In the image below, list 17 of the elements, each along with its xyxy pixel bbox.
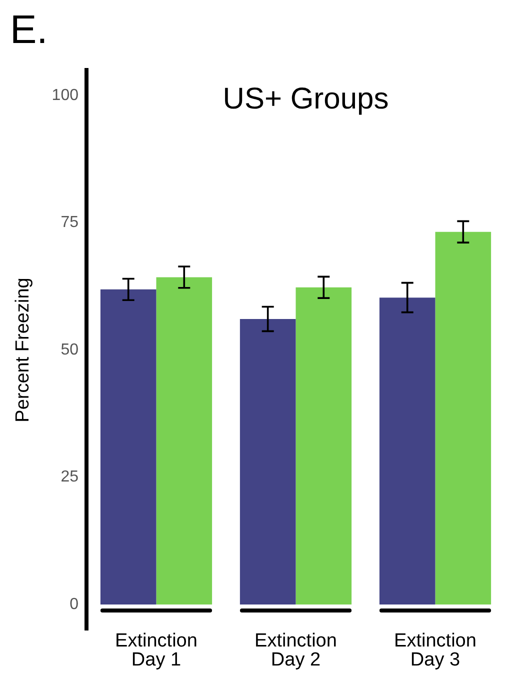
y-tick-label: 50: [60, 341, 79, 358]
y-axis-title: Percent Freezing: [12, 278, 34, 422]
y-tick-label: 25: [60, 468, 79, 486]
y-tick-label: 100: [52, 86, 79, 104]
bar: [240, 318, 296, 605]
x-tick-label: Extinction Day 3: [394, 630, 476, 671]
x-tick-label: Extinction Day 1: [115, 630, 198, 671]
x-tick-label: Extinction Day 2: [254, 630, 337, 671]
y-tick-label: 75: [60, 214, 79, 232]
text: E.: [10, 8, 48, 53]
bar: [100, 289, 156, 605]
y-tick-label: 0: [70, 596, 79, 613]
bar: [379, 298, 436, 605]
bar: [296, 287, 352, 605]
bar: [435, 232, 492, 605]
bar: [156, 277, 212, 605]
text: US+ Groups: [222, 82, 389, 116]
